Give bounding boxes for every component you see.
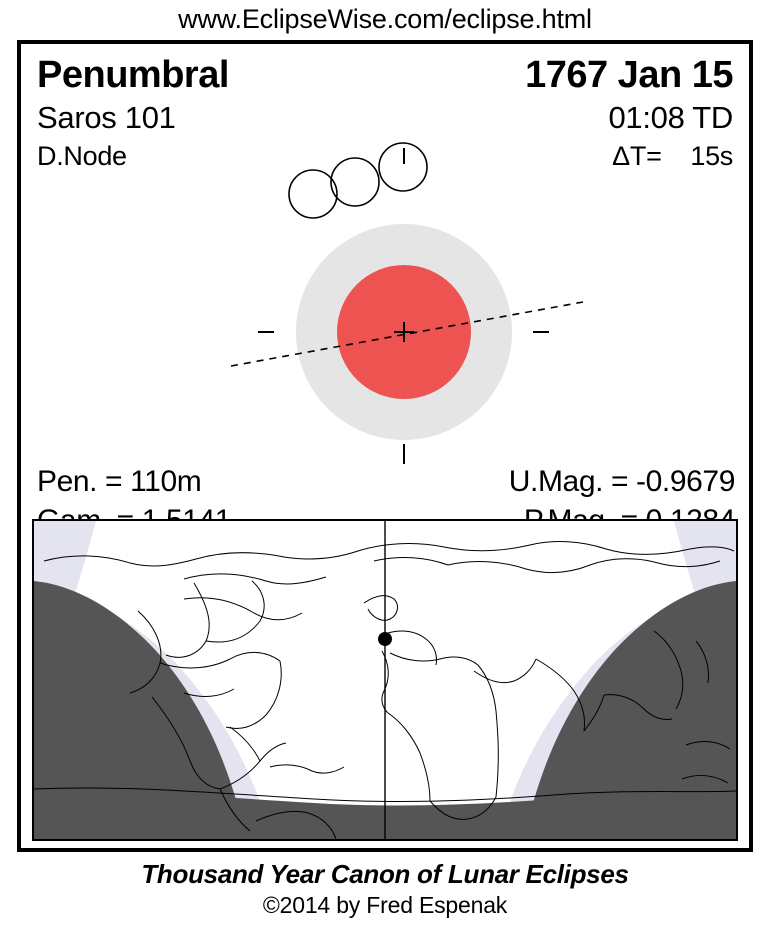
coast-siberia-n bbox=[447, 558, 721, 573]
sublunar-point-marker bbox=[378, 632, 392, 646]
publication-title: Thousand Year Canon of Lunar Eclipses bbox=[141, 859, 629, 889]
eclipse-main-frame: Penumbral Saros 101 D.Node 1767 Jan 15 0… bbox=[17, 40, 753, 852]
eclipse-time: 01:08 TD bbox=[608, 100, 733, 135]
coast-canada-mid bbox=[159, 652, 281, 669]
header-left-block: Penumbral Saros 101 D.Node bbox=[37, 52, 229, 175]
coast-japan bbox=[695, 640, 709, 684]
eclipse-date: 1767 Jan 15 bbox=[525, 54, 733, 96]
eclipse-type-title: Penumbral bbox=[37, 54, 229, 96]
coast-greenland-n bbox=[183, 573, 327, 585]
delta-t-value: ΔT= 15s bbox=[612, 141, 733, 171]
coast-great-lakes bbox=[183, 688, 235, 697]
site-url: www.EclipseWise.com/eclipse.html bbox=[178, 4, 592, 34]
coast-australia-n bbox=[681, 775, 729, 784]
map-night-east bbox=[524, 581, 736, 839]
moon-position-2 bbox=[330, 157, 380, 207]
coast-mediterranean bbox=[389, 652, 479, 666]
world-visibility-map bbox=[32, 519, 738, 841]
coast-samerica-n bbox=[255, 810, 337, 839]
shadow-diagram bbox=[21, 104, 749, 464]
coast-india-w bbox=[535, 658, 585, 732]
map-coastlines bbox=[34, 541, 736, 839]
coast-iberia bbox=[381, 650, 389, 714]
coast-china bbox=[653, 630, 684, 710]
world-map-svg bbox=[34, 521, 736, 839]
umbral-magnitude: U.Mag. = -0.9679 bbox=[508, 465, 736, 498]
coast-greenland-e bbox=[205, 580, 265, 643]
coast-canada-n bbox=[183, 597, 303, 621]
coast-newguinea bbox=[685, 741, 731, 750]
coast-britain bbox=[363, 595, 398, 621]
moon-position-1 bbox=[288, 169, 338, 219]
coast-usa-east bbox=[229, 726, 261, 762]
moon-position-3 bbox=[378, 142, 428, 192]
coast-usa-west bbox=[151, 696, 221, 790]
shadow-diagram-svg bbox=[230, 142, 584, 464]
header-right-block: 1767 Jan 15 01:08 TD ΔT= 15s bbox=[525, 52, 733, 175]
coast-europe-w bbox=[387, 630, 437, 666]
coast-india-e bbox=[583, 694, 605, 732]
penumbral-duration: Pen. = 110m bbox=[37, 465, 202, 498]
copyright-notice: ©2014 by Fred Espenak bbox=[262, 892, 508, 918]
coast-scandinavia bbox=[373, 557, 449, 566]
coast-arabia bbox=[473, 658, 537, 684]
coast-arctic bbox=[43, 541, 735, 567]
coast-east-canada bbox=[225, 660, 282, 729]
axis-ticks bbox=[258, 148, 549, 464]
coast-africa-w bbox=[387, 712, 431, 802]
saros-label: Saros 101 bbox=[37, 100, 176, 135]
coast-antarctica bbox=[34, 787, 736, 803]
coast-africa-s bbox=[429, 796, 497, 820]
coast-seasia bbox=[603, 694, 673, 720]
map-night-west bbox=[34, 581, 246, 839]
coast-caribbean bbox=[269, 764, 345, 774]
node-label: D.Node bbox=[37, 141, 127, 171]
footer-block: Thousand Year Canon of Lunar Eclipses ©2… bbox=[0, 858, 770, 920]
